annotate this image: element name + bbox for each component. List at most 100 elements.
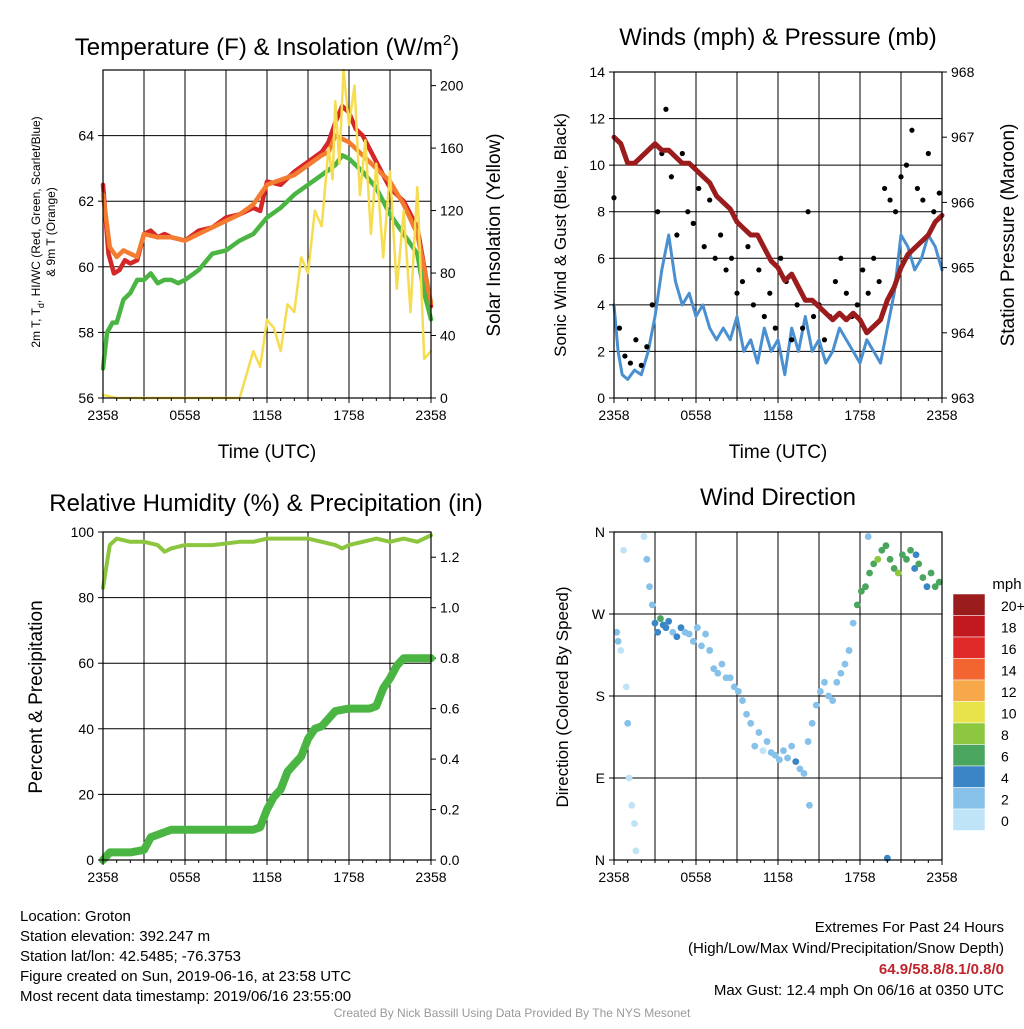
wind-gust-point [679,150,685,157]
dir-point [714,669,722,677]
rh-xtick-label: 1758 [333,869,364,885]
wind-xtick-label: 0558 [680,407,711,423]
wind-gust-point [756,267,762,273]
extremes-subtitle: (High/Low/Max Wind/Precipitation/Snow De… [688,940,1004,957]
extremes-info: Extremes For Past 24 Hours (High/Low/Max… [688,917,1004,1001]
dir-point [751,742,759,750]
dir-point [853,601,861,609]
dir-point [816,688,824,695]
dir-point [624,719,632,727]
wind-gust-point [668,174,675,180]
wind-ytick-label: 14 [589,64,605,80]
rh-xtick-label: 0558 [169,869,200,885]
dir-xtick-label: 2358 [598,869,629,885]
dir-point [784,754,791,762]
rh-xtick-label: 2358 [87,869,118,885]
dir-point [747,719,755,727]
dir-point [702,630,709,638]
wind-gust-point [892,209,899,215]
temp-xtick-label: 2358 [87,407,118,423]
speed-legend-label: 16 [1001,641,1017,657]
dir-point [693,624,701,632]
dir-ytick-label: W [592,606,606,622]
dir-point [646,583,653,591]
speed-legend-swatch [952,658,986,681]
dir-xtick-label: 1158 [763,869,793,885]
dir-point [730,683,738,691]
dir-point [628,801,636,809]
speed-legend-swatch [952,744,986,767]
dir-point [874,555,882,563]
dir-point [677,624,685,632]
dir-point [864,533,872,540]
temp-y2tick-label: 80 [440,265,456,281]
dir-point [866,569,873,577]
wind-gust-point [805,209,811,215]
dir-point [903,555,910,563]
dir-point [829,697,837,704]
dir-point [911,565,919,572]
dir-point [689,637,697,645]
dir-ytick-label: N [595,852,605,868]
rh-xtick-label: 2358 [415,869,446,885]
wind-gust-point [633,337,639,343]
wind-gust-point [838,255,844,261]
wind-gust-point [685,209,691,215]
wind-ytick-label: 4 [597,297,605,313]
dir-ylabel: Direction (Colored By Speed) [553,586,572,807]
dir-point [927,569,935,577]
temp-xtick-label: 2358 [415,407,446,423]
wind-xtick-label: 2358 [926,407,957,423]
dir-point [788,742,796,750]
rh-y2tick-label: 1.2 [440,549,460,565]
dir-ytick-label: N [595,524,605,540]
rh-ytick-label: 100 [71,524,95,540]
wind-gust-point [622,353,628,359]
temp-y2tick-label: 120 [440,203,464,219]
dir-point [685,630,693,638]
speed-legend-swatch [952,722,986,745]
dir-point [862,583,869,591]
wind-gust-point [843,290,849,296]
dir-point [739,697,746,704]
dir-point [806,801,813,809]
speed-legend-label: 12 [1001,684,1017,700]
speed-legend-label: 18 [1001,620,1017,636]
rh-y2tick-label: 0.8 [440,650,460,666]
wind-gust-point [925,150,931,157]
dir-point [804,738,812,745]
speed-legend-label: 0 [1001,813,1009,829]
dir-point [657,615,664,622]
wind-gust-point [882,185,888,192]
wind-gust-point [936,190,942,196]
wind-gust-point [712,255,718,261]
dir-point [837,669,845,677]
temp-ylabel-2: & 9m T (Orange) [44,187,58,277]
dir-point [613,628,621,636]
speed-legend-label: 8 [1001,727,1009,743]
speed-legend: 20+ 18 16 14 12 10 8 6 4 2 0 [952,593,1024,831]
dir-ytick-label: E [596,770,605,786]
wind-gust-point [707,197,713,203]
speed-legend-label: 2 [1001,792,1009,808]
wind-gust-point [696,185,702,192]
temp-title: Temperature (F) & Insolation (W/m2) [75,32,459,61]
dir-point [775,756,783,764]
wind-y2tick-label: 963 [951,390,975,406]
dir-point [771,751,779,759]
rh-xtick-label: 1158 [252,869,282,885]
dir-title: Wind Direction [700,484,856,511]
wind-gust-point [761,313,767,320]
dir-point [919,574,927,581]
rh-y2tick-label: 0.0 [440,852,460,868]
temp-ytick-label: 62 [78,193,94,209]
temp-ytick-label: 56 [78,390,94,406]
dir-point [625,774,633,782]
dir-point [654,628,662,636]
wind-xlabel: Time (UTC) [729,442,828,463]
speed-legend-swatch [952,636,986,659]
dir-point [631,820,638,827]
dir-point [710,665,718,673]
